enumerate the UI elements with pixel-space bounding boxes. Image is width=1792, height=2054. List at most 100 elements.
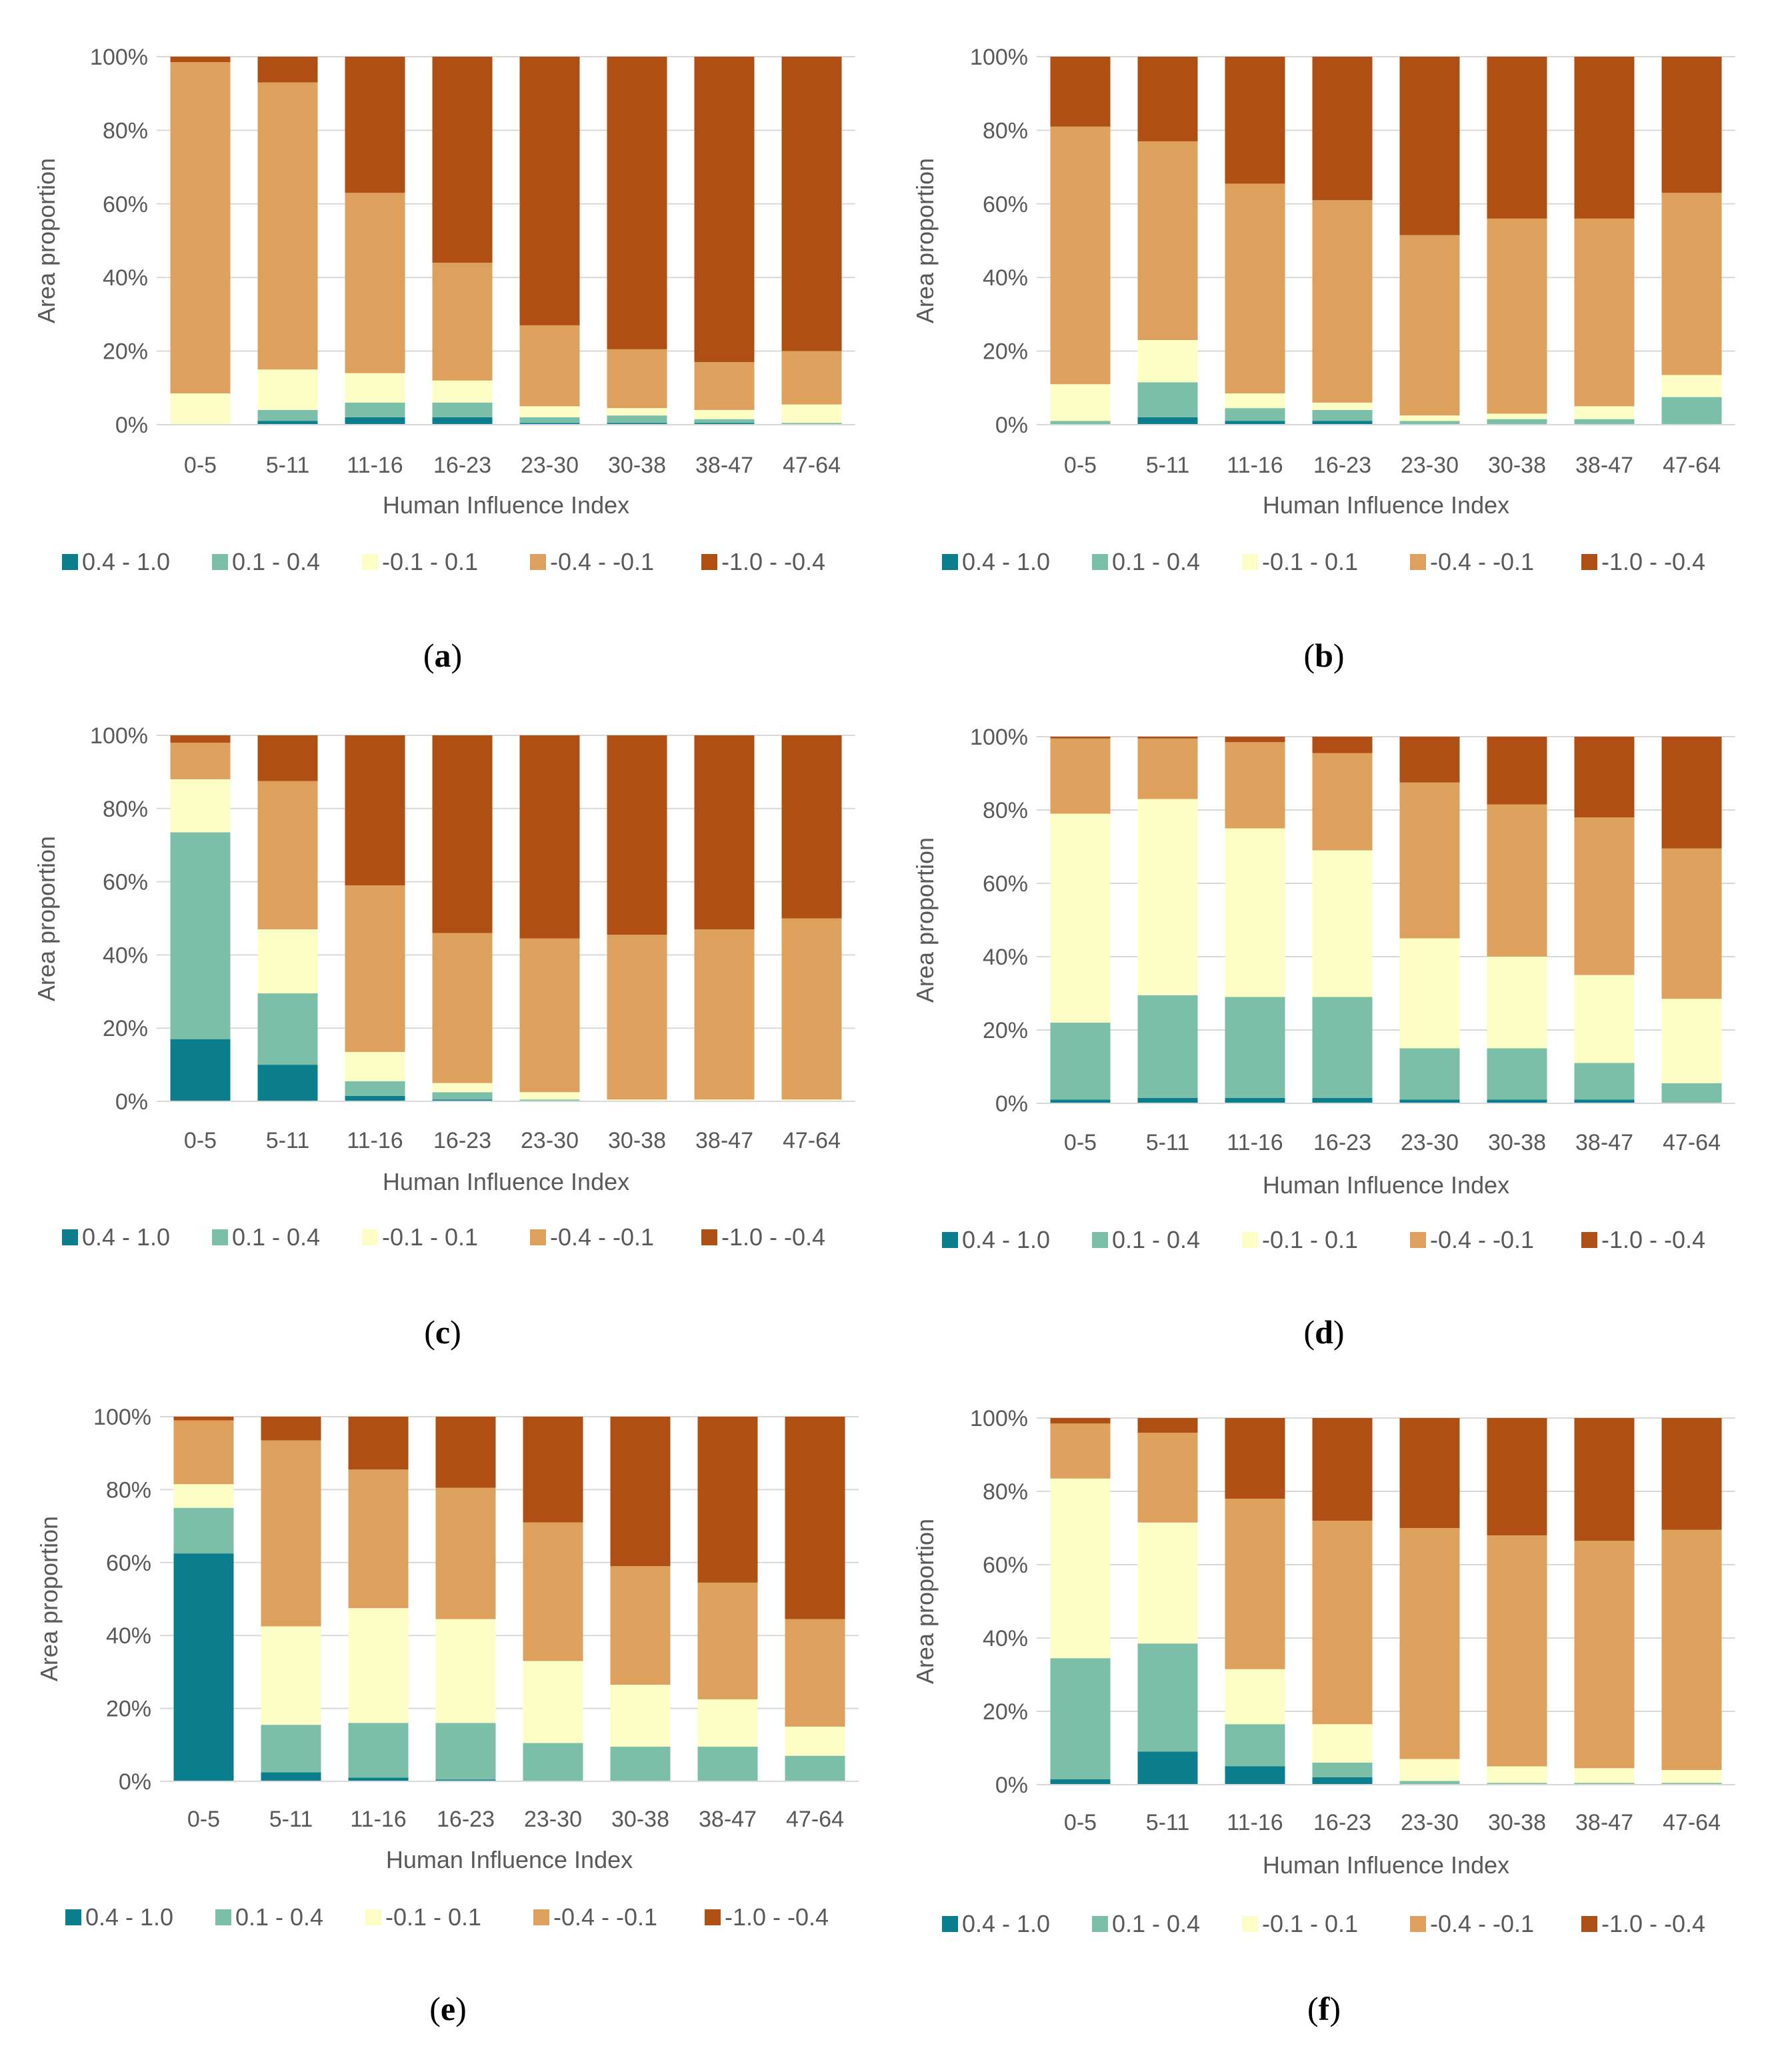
bar-segment-neg-0-4-neg-0-1 [697, 1582, 758, 1699]
bar-segment-0-1-0-4 [432, 402, 493, 417]
bar-segment-neg-1-0-neg-0-4 [1050, 737, 1111, 739]
legend-label: -0.1 - 0.1 [385, 1903, 481, 1931]
panel-label: (e) [429, 1990, 467, 2027]
bar-segment-neg-0-4-neg-0-1 [435, 1487, 496, 1619]
bar-segment-neg-0-4-neg-0-1 [1487, 1535, 1547, 1767]
x-tick-label: 23-30 [521, 1128, 579, 1153]
bar-segment-neg-1-0-neg-0-4 [610, 1417, 671, 1567]
bar-segment-neg-0-1-0-1 [1399, 1759, 1460, 1781]
y-tick-label: 80% [983, 798, 1028, 823]
bar-segment-neg-1-0-neg-0-4 [173, 1417, 234, 1421]
chart-panel-e: 0% 20% 40% 60% 80% 100% 0-5 5-11 11-16 16-23 23-30… [35, 1405, 859, 2027]
bar-segment-0-1-0-4 [1661, 397, 1722, 425]
legend-swatch [362, 554, 378, 570]
legend-swatch [215, 1909, 231, 1925]
legend-swatch [1581, 1232, 1597, 1248]
legend-label: -0.4 - -0.1 [1430, 1226, 1534, 1253]
x-tick-label: 11-16 [1227, 453, 1283, 478]
bar-segment-neg-0-1-0-1 [257, 369, 318, 410]
bar-segment-0-1-0-4 [348, 1723, 409, 1778]
bar-segment-neg-0-4-neg-0-1 [1399, 235, 1460, 416]
bar-segment-0-1-0-4 [1487, 419, 1547, 425]
bar-segment-neg-0-1-0-1 [1312, 850, 1373, 997]
bar-segment-neg-1-0-neg-0-4 [607, 57, 667, 349]
bar-segment-0-1-0-4 [1574, 1063, 1635, 1100]
bar-segment-neg-1-0-neg-0-4 [1399, 57, 1460, 235]
bar-segment-neg-1-0-neg-0-4 [523, 1417, 583, 1523]
bar-segment-neg-1-0-neg-0-4 [1487, 1418, 1547, 1535]
bar-segment-0-4-1-0 [173, 1553, 234, 1781]
bar-segment-neg-0-1-0-1 [261, 1626, 321, 1725]
bar-segment-neg-0-1-0-1 [694, 1099, 755, 1101]
bar-segment-neg-0-1-0-1 [1050, 1478, 1111, 1659]
bar-segment-neg-0-4-neg-0-1 [519, 938, 580, 1093]
x-tick-label: 23-30 [1401, 453, 1459, 478]
legend-label: -1.0 - -0.4 [721, 548, 825, 575]
x-tick-label: 23-30 [1401, 1810, 1459, 1835]
legend-label: 0.1 - 0.4 [1112, 1910, 1200, 1937]
bar-segment-0-1-0-4 [1399, 1048, 1460, 1100]
bar-segment-0-4-1-0 [694, 423, 755, 425]
bar-segment-neg-1-0-neg-0-4 [1312, 57, 1373, 201]
bar-segment-0-1-0-4 [1399, 1781, 1460, 1785]
bar-segment-neg-1-0-neg-0-4 [1225, 1418, 1285, 1499]
bar-segment-0-1-0-4 [1050, 1023, 1111, 1100]
legend-swatch [530, 554, 546, 570]
bar-segment-0-1-0-4 [173, 1507, 234, 1554]
legend-label: 0.4 - 1.0 [82, 548, 170, 575]
bar-segment-0-4-1-0 [257, 1065, 318, 1101]
legend-swatch [533, 1909, 549, 1925]
bar-segment-neg-1-0-neg-0-4 [1574, 57, 1635, 219]
x-tick-label: 30-38 [608, 453, 666, 478]
bar-segment-neg-1-0-neg-0-4 [781, 57, 842, 351]
bar-segment-0-4-1-0 [1487, 1099, 1547, 1103]
bar-segment-neg-0-1-0-1 [1661, 1770, 1722, 1783]
bar-segment-neg-0-4-neg-0-1 [1225, 742, 1285, 829]
y-tick-label: 60% [106, 1551, 151, 1576]
bar-segment-neg-0-1-0-1 [170, 393, 231, 425]
bar-segment-0-4-1-0 [1050, 1099, 1111, 1103]
bar-segment-neg-0-1-0-1 [1661, 999, 1722, 1083]
bar-segment-neg-0-4-neg-0-1 [781, 351, 842, 405]
legend-swatch [212, 554, 228, 570]
x-tick-label: 0-5 [187, 1807, 220, 1832]
legend-label: 0.1 - 0.4 [1112, 1226, 1200, 1253]
bar-segment-neg-1-0-neg-0-4 [1661, 1418, 1722, 1530]
legend-label: -1.0 - -0.4 [1601, 1910, 1705, 1937]
y-tick-label: 0% [119, 1769, 151, 1795]
bar-segment-0-1-0-4 [1574, 1783, 1635, 1785]
bar-segment-neg-1-0-neg-0-4 [432, 57, 493, 263]
bar-segment-0-1-0-4 [1050, 421, 1111, 425]
bar-segment-neg-1-0-neg-0-4 [607, 735, 667, 935]
legend-label: 0.1 - 0.4 [1112, 548, 1200, 575]
bar-segment-neg-0-1-0-1 [610, 1685, 671, 1747]
bar-segment-neg-0-4-neg-0-1 [781, 918, 842, 1100]
bar-segment-neg-0-1-0-1 [348, 1608, 409, 1723]
bar-segment-neg-1-0-neg-0-4 [1312, 737, 1373, 753]
bar-segment-neg-0-4-neg-0-1 [432, 933, 493, 1083]
bar-segment-neg-1-0-neg-0-4 [1050, 1418, 1111, 1424]
bar-segment-neg-0-1-0-1 [1399, 938, 1460, 1049]
bar-segment-neg-0-4-neg-0-1 [607, 935, 667, 1100]
legend-swatch [942, 1916, 958, 1932]
bar-segment-0-4-1-0 [170, 1039, 231, 1101]
x-tick-label: 16-23 [437, 1807, 495, 1832]
x-tick-label: 0-5 [184, 453, 217, 478]
bar-segment-0-4-1-0 [1574, 1099, 1635, 1103]
y-tick-label: 80% [983, 1479, 1028, 1505]
x-tick-label: 0-5 [1064, 1810, 1097, 1835]
x-tick-label: 38-47 [1575, 453, 1633, 478]
bar-segment-neg-0-1-0-1 [1050, 813, 1111, 1023]
bar-segment-neg-1-0-neg-0-4 [261, 1417, 321, 1441]
legend-label: -0.4 - -0.1 [550, 1223, 654, 1251]
legend-swatch [701, 1229, 717, 1245]
bar-segment-neg-0-4-neg-0-1 [257, 781, 318, 929]
bar-segment-neg-1-0-neg-0-4 [1225, 57, 1285, 184]
x-tick-label: 30-38 [611, 1807, 669, 1832]
legend-label: -0.4 - -0.1 [550, 548, 654, 575]
x-tick-label: 47-64 [786, 1807, 844, 1832]
bar-segment-0-1-0-4 [1137, 995, 1198, 1098]
bar-segment-neg-0-1-0-1 [1137, 1522, 1198, 1644]
bar-segment-0-4-1-0 [1050, 1779, 1111, 1785]
x-tick-label: 16-23 [1313, 1130, 1371, 1155]
